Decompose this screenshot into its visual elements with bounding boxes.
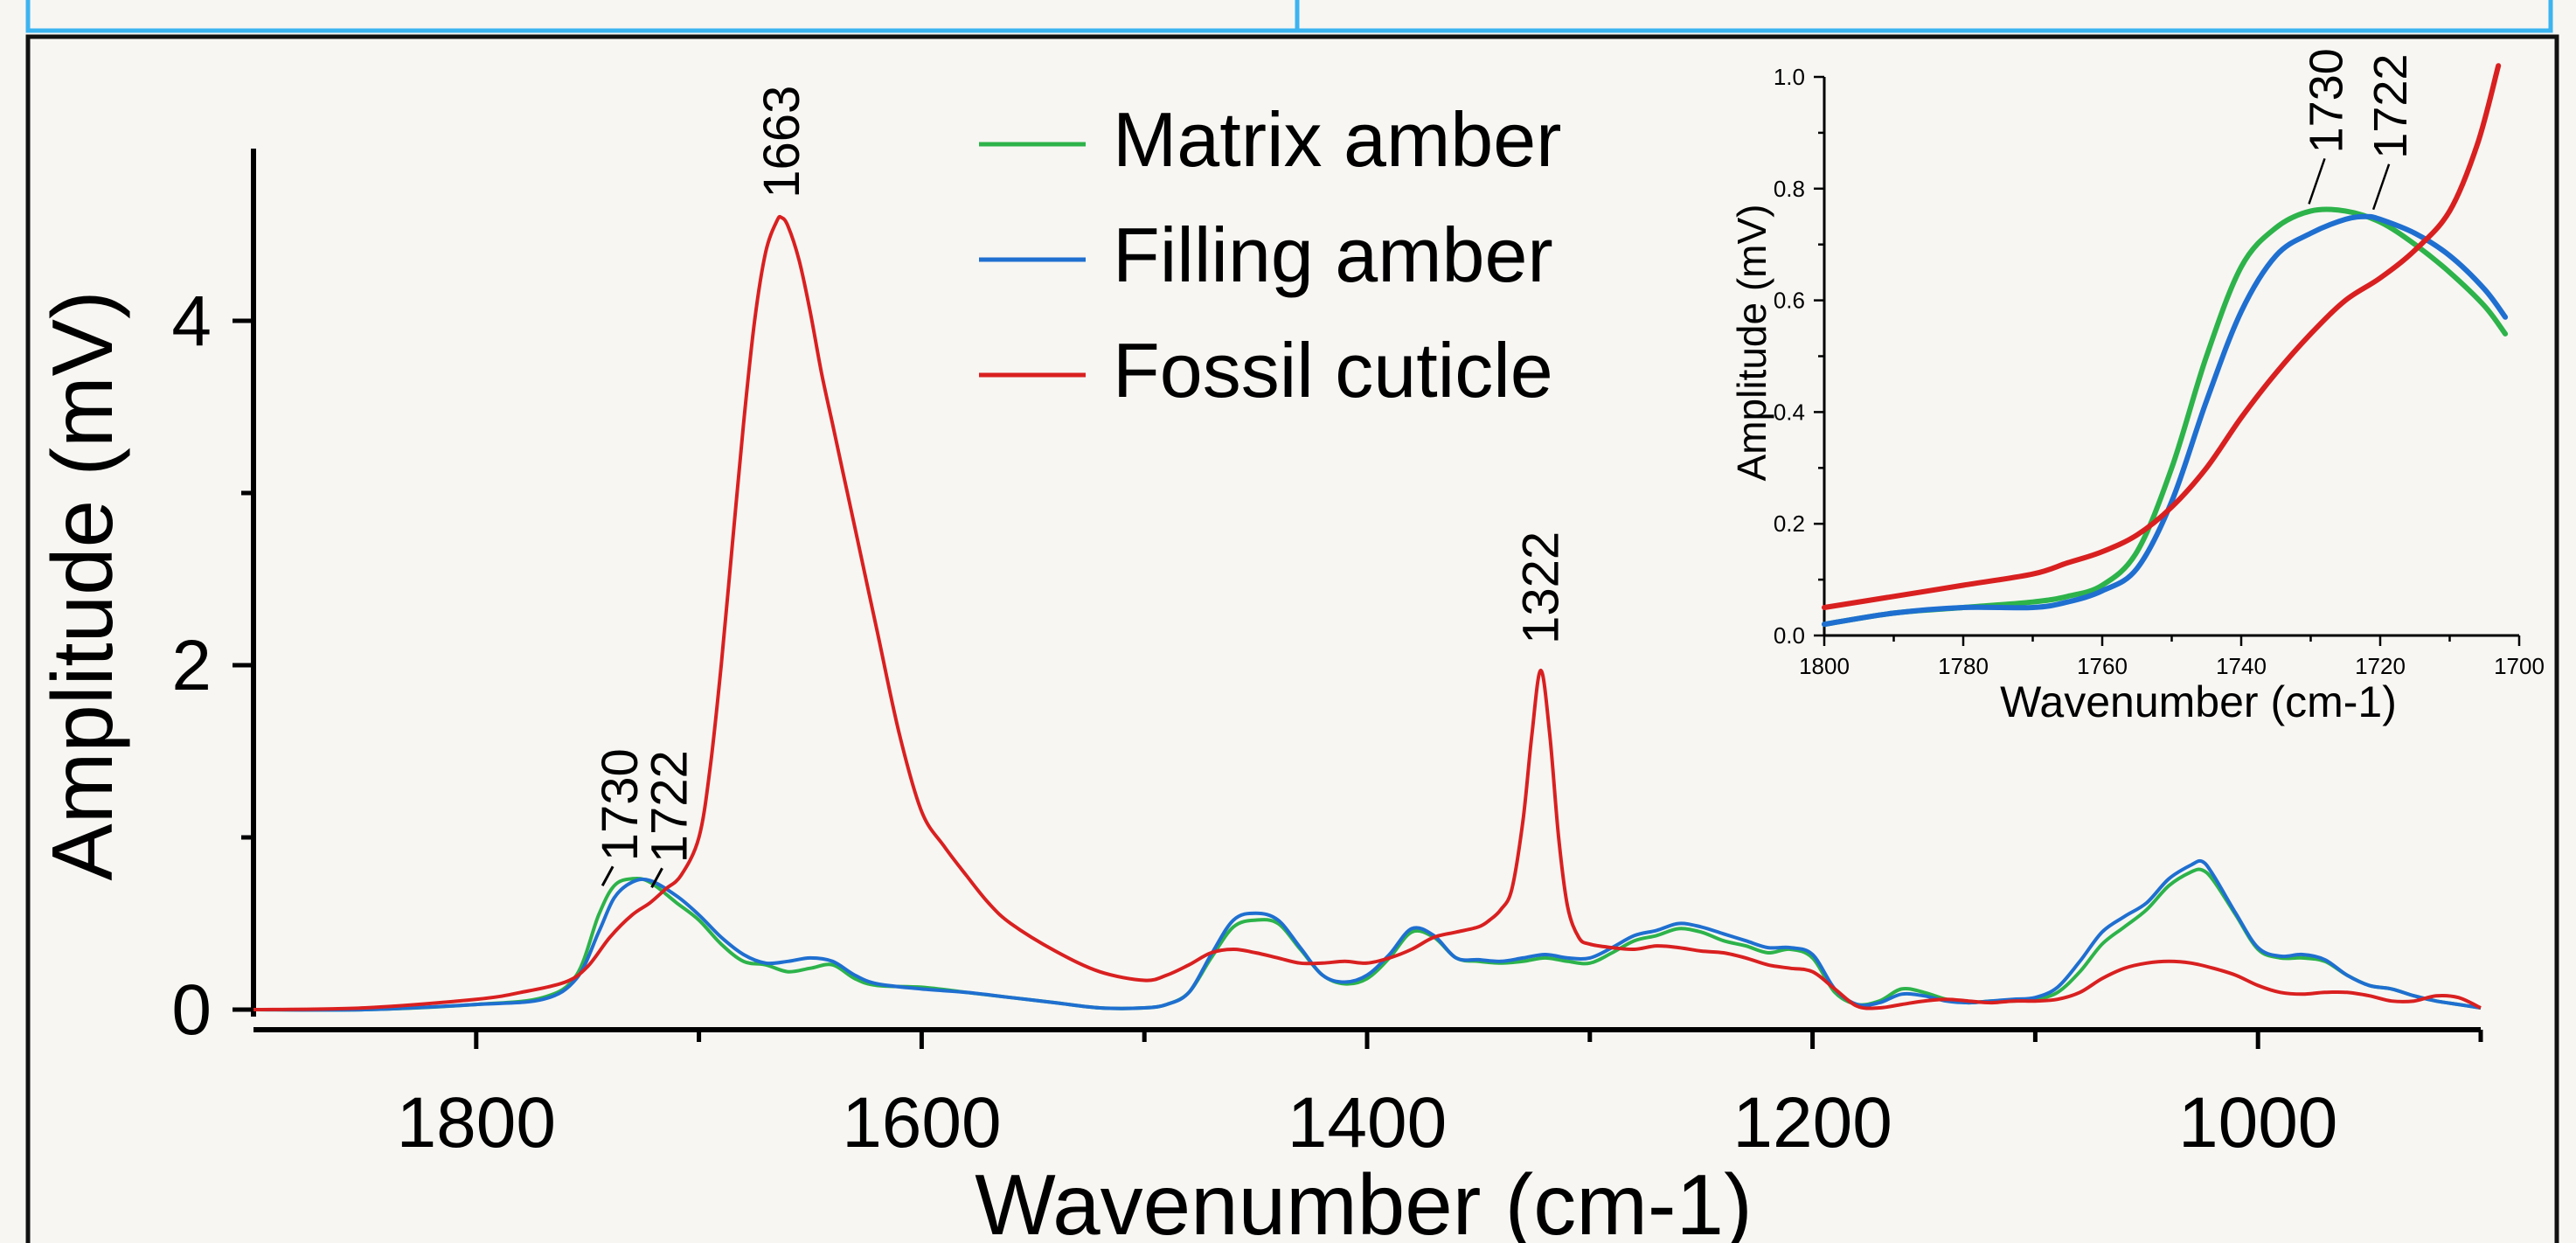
inset-y-tick-label: 0.8 bbox=[1774, 176, 1805, 202]
inset-series-line-matrix-amber bbox=[1822, 206, 2509, 628]
main-y-tick-label: 2 bbox=[171, 626, 212, 705]
top-panel-left bbox=[25, 0, 1300, 33]
main-y-axis-label: Amplitude (mV) bbox=[34, 290, 130, 880]
inset-x-axis-label: Wavenumber (cm-1) bbox=[2000, 677, 2397, 726]
main-peak-label: 1322 bbox=[1513, 531, 1570, 644]
inset-axes: 1800 1780 1760 1740 1720 1700 0.0 0.2 0.4 0.6 0.8 1… bbox=[1774, 64, 2545, 679]
main-x-axis-label: Wavenumber (cm-1) bbox=[975, 1156, 1752, 1243]
inset-peak-leader bbox=[2371, 163, 2391, 211]
inset-peak-labels: 1730 1722 bbox=[2301, 48, 2417, 211]
inset-series-line-filling-amber bbox=[1822, 213, 2509, 628]
main-y-tick-label: 0 bbox=[171, 970, 212, 1050]
inset-y-tick-label: 0.2 bbox=[1774, 510, 1805, 537]
inset-y-tick-label: 0.6 bbox=[1774, 288, 1805, 314]
main-axes: 1800 1600 1400 1200 1000 0 2 4 bbox=[171, 149, 2483, 1163]
main-x-tick-label: 1600 bbox=[842, 1083, 1001, 1163]
series-line-fossil-cuticle bbox=[253, 214, 2482, 1011]
top-panel-right bbox=[1295, 0, 2553, 33]
inset-x-tick-label: 1720 bbox=[2355, 653, 2406, 679]
legend-label-matrix: Matrix amber bbox=[1113, 96, 1561, 183]
series-line-matrix-amber bbox=[253, 867, 2482, 1012]
inset-y-tick-label: 1.0 bbox=[1774, 64, 1805, 90]
inset-x-tick-label: 1780 bbox=[1938, 653, 1989, 679]
series-line-filling-amber bbox=[253, 858, 2482, 1012]
inset-y-tick-label: 0.4 bbox=[1774, 399, 1805, 425]
main-x-tick-label: 1400 bbox=[1288, 1083, 1447, 1163]
main-peak-leader bbox=[650, 867, 663, 888]
legend: Matrix amber Filling amber Fossil cuticl… bbox=[979, 96, 1561, 413]
main-x-tick-label: 1800 bbox=[397, 1083, 556, 1163]
inset-peak-leader bbox=[2308, 157, 2326, 205]
main-x-tick-label: 1000 bbox=[2178, 1083, 2337, 1163]
inset-x-tick-label: 1700 bbox=[2494, 653, 2545, 679]
legend-label-fossil: Fossil cuticle bbox=[1113, 327, 1553, 413]
main-y-tick-label: 4 bbox=[171, 281, 212, 361]
inset-series-line-fossil-cuticle bbox=[1822, 63, 2502, 610]
inset-y-axis-label: Amplitude (mV) bbox=[1729, 205, 1774, 482]
inset-peak-label: 1722 bbox=[2364, 54, 2417, 159]
inset-x-tick-label: 1760 bbox=[2077, 653, 2128, 679]
inset-x-tick-label: 1740 bbox=[2216, 653, 2267, 679]
figure-frame bbox=[25, 34, 2559, 1243]
inset-x-tick-label: 1800 bbox=[1799, 653, 1850, 679]
inset-peak-label: 1730 bbox=[2301, 48, 2353, 153]
main-peak-leader bbox=[601, 865, 614, 886]
main-x-tick-label: 1200 bbox=[1732, 1083, 1892, 1163]
inset-y-tick-label: 0.0 bbox=[1774, 622, 1805, 649]
main-peak-label: 1663 bbox=[753, 86, 810, 198]
inset-series-lines bbox=[1822, 63, 2509, 628]
main-peak-label: 1722 bbox=[642, 750, 698, 863]
main-series-lines bbox=[253, 214, 2482, 1012]
main-chart: 1800 1600 1400 1200 1000 0 2 4 1663 1322 17301722… bbox=[34, 86, 2483, 1243]
main-peak-label: 1730 bbox=[592, 748, 649, 861]
legend-label-filling: Filling amber bbox=[1113, 212, 1553, 298]
inset-chart: 1800 1780 1760 1740 1720 1700 0.0 0.2 0.4 0.6 0.8 1… bbox=[1729, 48, 2545, 726]
